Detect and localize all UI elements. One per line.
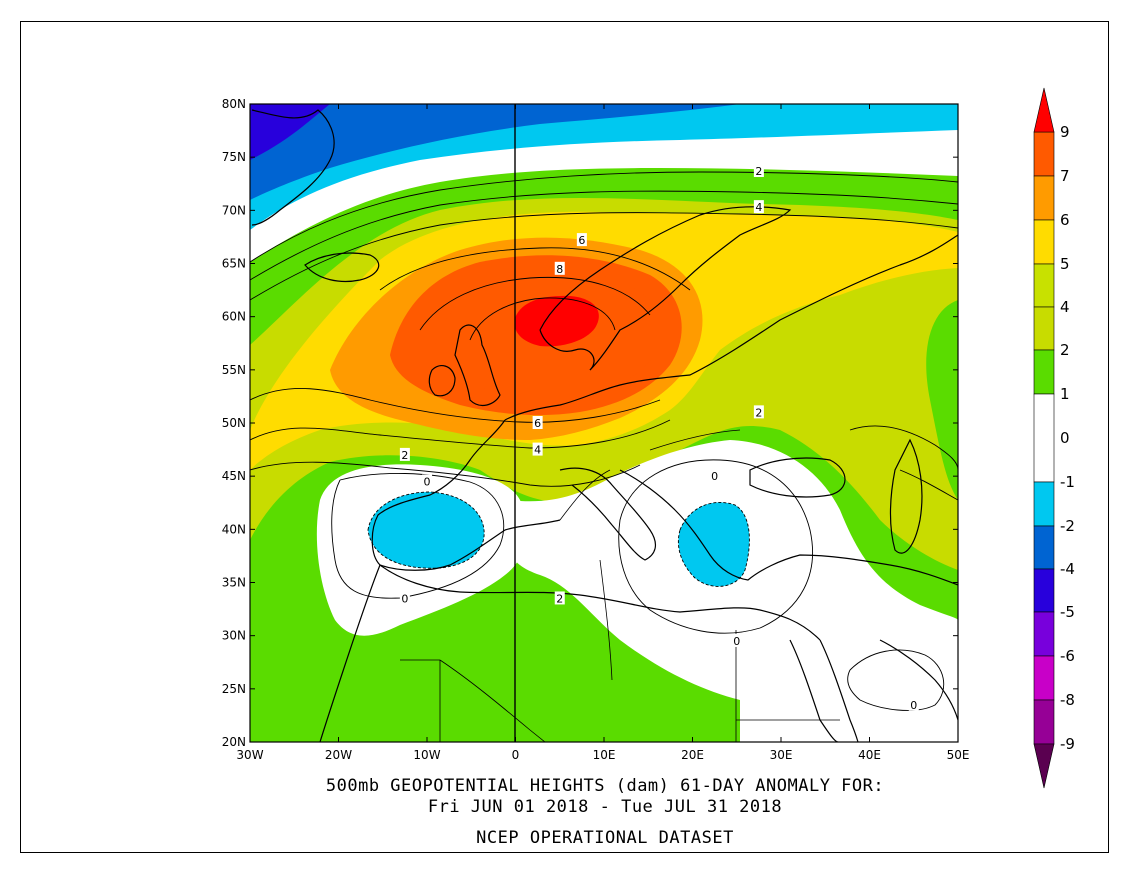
colorbar-bottom-arrow xyxy=(1033,743,1055,789)
colorbar-segment xyxy=(1033,525,1055,570)
lat-tick-label: 30N xyxy=(222,629,246,643)
lat-tick-label: 55N xyxy=(222,363,246,377)
contour-label: 2 xyxy=(755,165,762,178)
lat-tick-label: 70N xyxy=(222,203,246,217)
lat-tick-label: 75N xyxy=(222,150,246,164)
contour-label-bg xyxy=(554,591,565,605)
colorbar-segment xyxy=(1033,699,1055,745)
colorbar-segment xyxy=(1033,611,1055,657)
contour-label-bg xyxy=(576,233,587,247)
contour-label: 2 xyxy=(755,406,762,419)
fill-cyan-iberia xyxy=(368,492,485,569)
contour-label-bg xyxy=(753,200,764,214)
lat-tick-label: 65N xyxy=(222,257,246,271)
colorbar-label: -5 xyxy=(1060,603,1075,621)
lat-tick-label: 50N xyxy=(222,416,246,430)
lon-tick-label: 30W xyxy=(236,748,263,762)
fill-cyan-greece xyxy=(678,502,750,587)
lat-tick-label: 20N xyxy=(222,735,246,749)
lon-tick-label: 0 xyxy=(512,748,520,762)
lon-tick-label: 30E xyxy=(770,748,793,762)
anomaly-fill xyxy=(250,104,958,742)
colorbar-label: 4 xyxy=(1060,298,1070,316)
contour-lines xyxy=(250,171,958,711)
negative-contours xyxy=(367,491,750,587)
colorbar-label: 5 xyxy=(1060,255,1070,273)
lon-tick-label: 10W xyxy=(413,748,440,762)
colorbar-segment xyxy=(1033,263,1055,308)
lon-tick-label: 40E xyxy=(858,748,881,762)
contour-label-bg xyxy=(731,633,742,647)
lat-tick-label: 35N xyxy=(222,576,246,590)
colorbar-segment xyxy=(1033,131,1055,177)
colorbar-label: -4 xyxy=(1060,560,1075,578)
colorbar: 9 7 6 5 4 2 1 0 -1 -2 -4 -5 -6 -8 -9 xyxy=(1033,87,1075,789)
colorbar-label: -6 xyxy=(1060,647,1075,665)
colorbar-segment xyxy=(1033,219,1055,265)
lon-tick-label: 50E xyxy=(947,748,970,762)
contour-label: 0 xyxy=(733,635,740,648)
contour-label: 2 xyxy=(401,449,408,462)
axis-ticks: 30W 20W 10W 0 10E 20E 30E 40E 50E 80N 75N 70N 65N 60N… xyxy=(222,97,970,762)
fill-white-med xyxy=(505,440,958,742)
colorbar-segment xyxy=(1033,349,1055,395)
contour-label-bg xyxy=(753,163,764,177)
colorbar-segment xyxy=(1033,481,1055,527)
borders xyxy=(400,429,840,742)
lat-tick-label: 80N xyxy=(222,97,246,111)
caption-line3: NCEP OPERATIONAL DATASET xyxy=(476,828,734,848)
contour-label: 0 xyxy=(910,699,917,712)
coastlines xyxy=(251,109,958,742)
lat-tick-label: 25N xyxy=(222,682,246,696)
contour-label-bg xyxy=(399,591,410,605)
caption-line2: Fri JUN 01 2018 - Tue JUL 31 2018 xyxy=(427,797,783,817)
colorbar-label: 6 xyxy=(1060,211,1070,229)
colorbar-label: -8 xyxy=(1060,691,1075,709)
contour-label-bg xyxy=(532,416,543,429)
lat-tick-label: 45N xyxy=(222,469,246,483)
lon-tick-label: 10E xyxy=(593,748,616,762)
contour-label-bg xyxy=(554,261,565,275)
contour-label: 0 xyxy=(401,592,408,605)
colorbar-label: -2 xyxy=(1060,517,1075,535)
contour-label: 4 xyxy=(534,444,541,457)
contour-label-bg xyxy=(422,474,432,488)
contour-label-bg xyxy=(709,469,720,483)
colorbar-label: -1 xyxy=(1060,473,1075,491)
contour-label-bg xyxy=(399,447,410,461)
colorbar-top-arrow xyxy=(1033,87,1055,133)
contour-label: 4 xyxy=(755,201,762,214)
lon-tick-label: 20E xyxy=(681,748,704,762)
contour-label-bg xyxy=(532,442,543,456)
colorbar-segment xyxy=(1033,655,1055,701)
colorbar-label: 7 xyxy=(1060,167,1070,185)
contour-label: 0 xyxy=(424,475,431,488)
colorbar-segment xyxy=(1033,306,1055,351)
colorbar-segment xyxy=(1033,568,1055,613)
figure-frame xyxy=(20,21,1109,853)
fill-arctic-violet xyxy=(250,104,330,160)
caption-line1: 500mb GEOPOTENTIAL HEIGHTS (dam) 61-DAY … xyxy=(325,776,885,796)
contour-label-bg xyxy=(908,697,919,711)
contour-label: 8 xyxy=(556,263,563,276)
colorbar-label: -9 xyxy=(1060,735,1075,753)
colorbar-segment xyxy=(1033,393,1055,483)
contour-label: 6 xyxy=(534,417,541,430)
contour-labels: 2 4 6 8 2 6 4 2 0 0 0 2 0 0 xyxy=(399,163,919,712)
contour-label: 0 xyxy=(711,470,718,483)
fill-arctic-blue xyxy=(250,104,740,200)
colorbar-label: 0 xyxy=(1060,429,1070,447)
contour-label-bg xyxy=(753,405,764,419)
contour-label: 2 xyxy=(556,592,563,605)
contour-label: 6 xyxy=(578,234,585,247)
colorbar-label: 2 xyxy=(1060,341,1070,359)
lat-tick-label: 40N xyxy=(222,522,246,536)
colorbar-label: 9 xyxy=(1060,123,1070,141)
colorbar-segment xyxy=(1033,175,1055,221)
fill-gt9 xyxy=(514,295,599,347)
lon-tick-label: 20W xyxy=(325,748,352,762)
lat-tick-label: 60N xyxy=(222,310,246,324)
colorbar-label: 1 xyxy=(1060,385,1070,403)
